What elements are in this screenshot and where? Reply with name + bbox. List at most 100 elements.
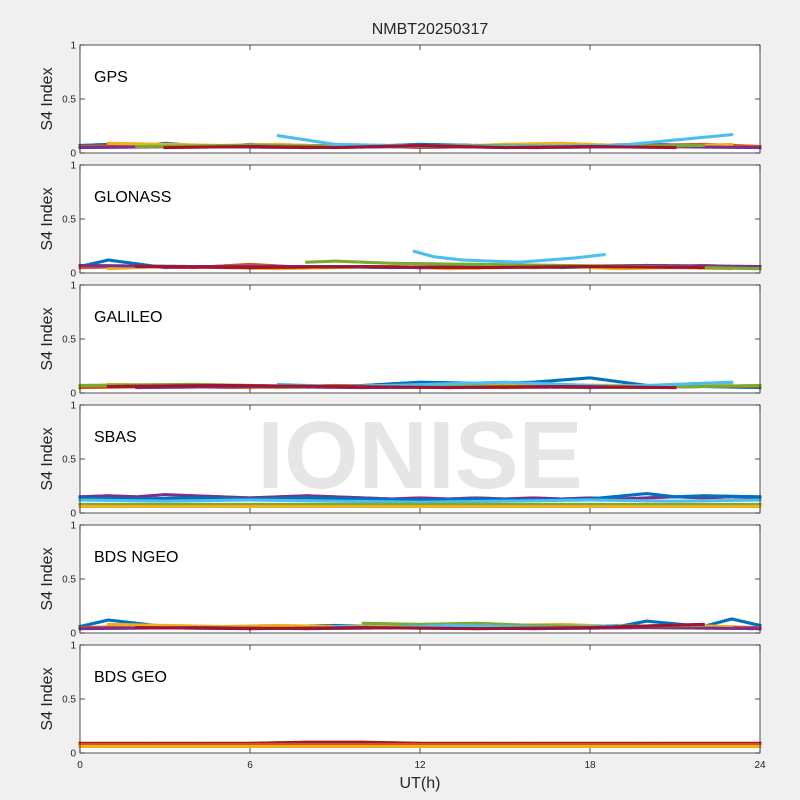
data-point [367,143,371,147]
data-point [562,145,566,149]
data-point [151,265,155,269]
data-point [141,142,145,146]
data-point [424,253,428,257]
data-point [382,144,386,148]
data-point [580,255,584,259]
data-point [631,382,634,386]
data-point [663,146,667,149]
data-point [84,146,88,149]
data-point [250,145,254,148]
data-point [155,142,159,146]
data-point [335,265,339,269]
data-point [452,265,456,269]
data-point [234,266,238,269]
data-point [133,262,137,266]
data-point [552,141,556,145]
data-point [151,144,155,148]
data-point [108,264,112,268]
data-point [529,142,533,146]
data-point [513,142,517,146]
data-point [616,267,620,271]
data-point [386,261,390,265]
data-point [525,383,529,387]
data-point [750,146,754,149]
data-point [572,256,576,260]
data-point [566,142,570,145]
data-point [590,254,594,258]
data-point [228,265,232,269]
data-point [671,146,675,150]
data-point [519,265,523,269]
data-point [291,265,294,269]
data-point [252,263,256,267]
data-point [657,265,661,269]
data-point [276,265,280,269]
data-point [96,264,100,268]
data-point [641,265,645,269]
data-point [720,145,723,149]
data-point [740,144,744,148]
data-point [244,263,248,267]
data-point [311,145,315,149]
data-point [722,266,726,270]
data-point [584,255,588,259]
data-point [353,260,357,264]
data-point [153,142,157,146]
data-point [412,249,416,253]
data-point [202,145,205,149]
data-point [337,146,341,149]
data-point [341,145,345,149]
data-point [272,145,276,149]
data-point [469,145,473,149]
data-point [448,257,452,261]
data-point [469,262,473,266]
data-point [424,144,428,148]
data-point [195,265,199,269]
data-point [92,265,96,269]
data-point [102,143,106,146]
y-axis-label: S4 Index [39,187,56,250]
data-point [331,265,335,269]
data-point [197,265,201,269]
data-point [450,262,454,266]
data-point [129,261,133,265]
data-point [163,146,167,150]
data-point [278,145,282,149]
data-point [475,262,479,266]
data-point [521,142,525,146]
data-point [416,380,420,384]
data-point [746,264,750,268]
data-point [631,265,634,269]
data-point [125,144,128,148]
data-point [438,265,442,269]
data-point [527,259,531,263]
data-point [123,145,126,149]
data-point [519,145,523,149]
data-point [365,265,369,269]
data-point [291,145,294,149]
data-point [165,146,169,150]
data-point [712,266,715,270]
data-point [503,260,507,264]
data-point [699,144,703,147]
data-point [645,265,649,269]
data-point [714,266,717,270]
data-point [396,265,400,269]
data-point [317,265,321,269]
data-point [430,265,434,269]
data-point [367,260,371,264]
data-point [181,145,185,149]
data-point [558,141,562,145]
data-point [730,145,734,149]
data-point [714,134,717,138]
data-point [608,265,612,269]
data-point [622,145,626,149]
data-point [96,260,100,264]
data-point [618,145,622,149]
figure-title: NMBT20250317 [372,21,489,38]
data-point [123,266,126,270]
data-point [457,258,460,262]
data-point [139,145,143,148]
data-point [738,145,742,149]
